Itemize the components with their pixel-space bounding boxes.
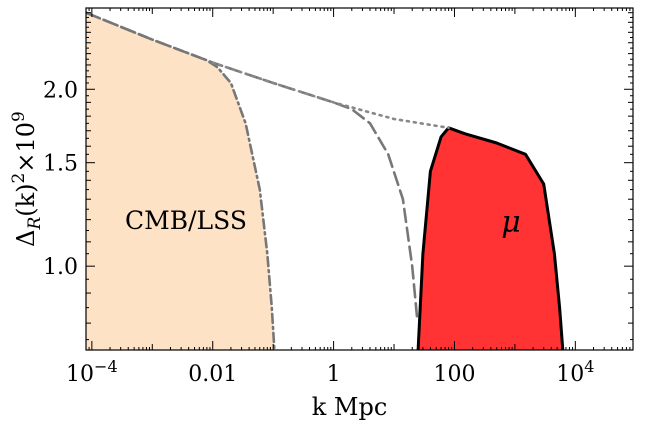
x-tick-label: 104	[556, 357, 594, 387]
x-tick-label: 10−4	[66, 357, 118, 387]
region-mu	[416, 126, 565, 350]
y-tick-label: 1.0	[43, 255, 78, 280]
x-tick-label: 100	[433, 362, 475, 387]
y-tick-label: 2.0	[43, 78, 78, 103]
y-tick-label: 1.5	[43, 152, 78, 177]
x-tick-label: 0.01	[188, 362, 237, 387]
curve-dashed	[86, 11, 419, 319]
region-label-cmb-lss: CMB/LSS	[125, 206, 247, 235]
plot-frame	[85, 7, 634, 351]
x-axis-label: k Mpc	[312, 393, 388, 421]
region-label-mu: μ	[501, 205, 521, 240]
y-axis-label: ΔR(k)2×109	[9, 111, 45, 247]
x-tick-label: 1	[327, 362, 341, 387]
plot-area	[86, 11, 565, 350]
curve-dotted	[211, 61, 450, 130]
region-cmb-lss	[86, 12, 275, 350]
